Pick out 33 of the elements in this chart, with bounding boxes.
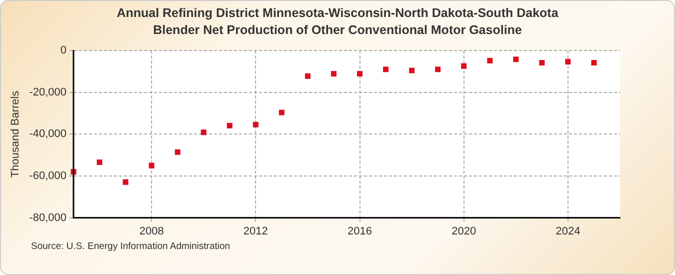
point — [174, 149, 180, 155]
point — [278, 110, 284, 116]
point — [148, 162, 154, 168]
x-tick-label: 2008 — [139, 225, 164, 238]
point — [383, 66, 389, 72]
point — [513, 56, 519, 62]
y-tick-label: -80,000 — [29, 212, 67, 224]
chart-title: Annual Refining District Minnesota-Wisconsin-North Dakota-South Dakota Blender Net Production of Other Conventional Motor Gasoline — [116, 5, 560, 39]
point — [122, 179, 128, 185]
point — [565, 58, 571, 64]
point — [487, 58, 493, 64]
x-tick-label: 2020 — [452, 225, 476, 238]
point — [226, 122, 232, 128]
y-tick-label: -40,000 — [29, 128, 67, 140]
point — [461, 63, 467, 69]
x-tick-label: 2024 — [556, 225, 580, 238]
y-tick-label: -20,000 — [29, 86, 67, 98]
y-tick-label: 0 — [60, 44, 67, 57]
point — [96, 159, 102, 165]
point — [357, 71, 363, 77]
point — [409, 68, 415, 74]
point — [591, 60, 597, 66]
point — [252, 122, 258, 128]
x-tick-label: 2016 — [348, 225, 372, 238]
point — [304, 73, 310, 79]
point — [330, 71, 337, 77]
y-tick-label: -60,000 — [29, 170, 67, 182]
point — [435, 66, 441, 72]
point — [200, 130, 206, 136]
point — [539, 60, 545, 66]
source-note: Source: U.S. Energy Information Administration — [31, 241, 230, 252]
x-tick-label: 2012 — [243, 225, 268, 238]
y-axis-title: Thousand Barrels — [10, 90, 22, 178]
